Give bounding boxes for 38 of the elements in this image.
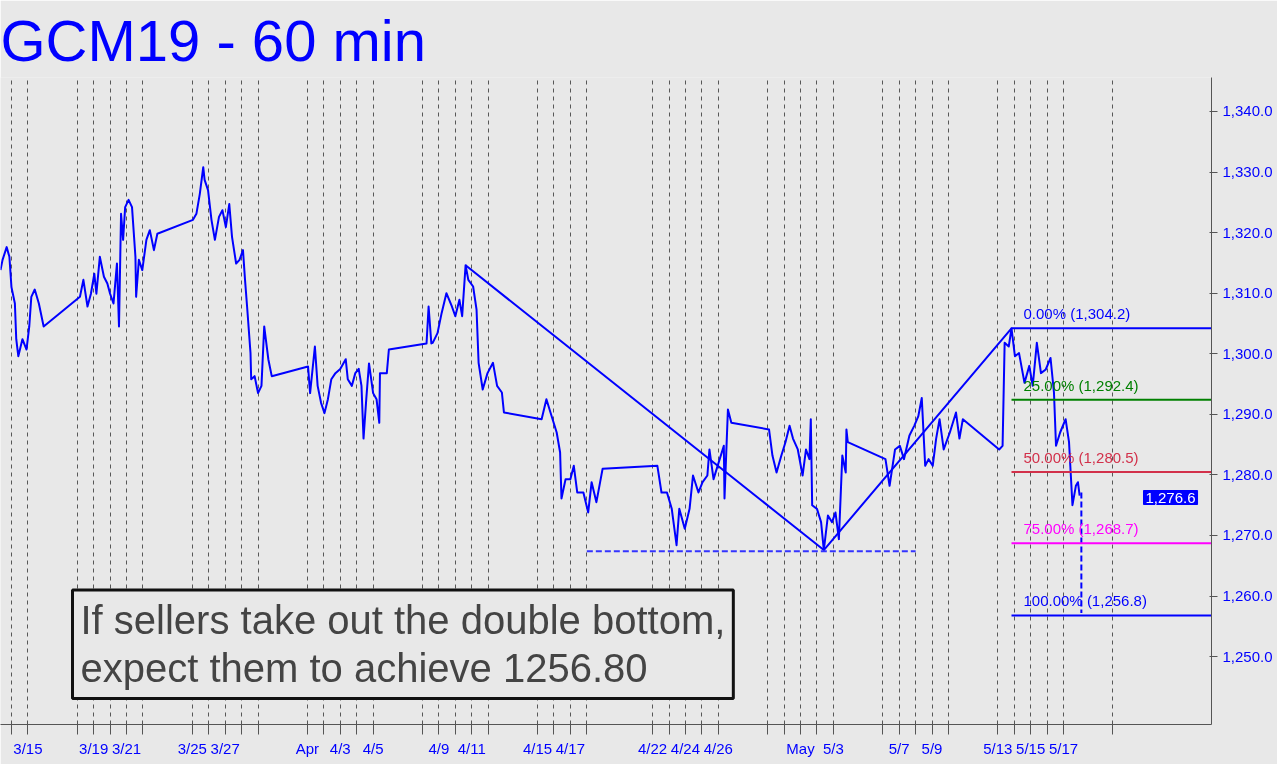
x-tick-label: 4/3 xyxy=(329,739,351,757)
x-tick-label: 4/9 xyxy=(428,739,450,757)
x-tick-label: 5/13 xyxy=(983,739,1013,757)
x-tick-label: 4/26 xyxy=(703,739,733,757)
x-tick-label: 5/15 xyxy=(1016,739,1046,757)
x-tick-label: 5/9 xyxy=(921,739,943,757)
x-tick-label: 3/19 xyxy=(79,739,109,757)
y-tick-label: 1,270.0 xyxy=(1222,526,1273,544)
chart-title: GCM19 - 60 min xyxy=(0,7,426,73)
x-tick-label: 3/27 xyxy=(210,739,240,757)
x-tick-label: 3/25 xyxy=(177,739,207,757)
x-tick-label: 4/17 xyxy=(555,739,585,757)
x-tick-label: 4/15 xyxy=(522,739,553,757)
y-tick-label: 1,300.0 xyxy=(1222,344,1273,362)
x-tick-label: 4/24 xyxy=(670,739,701,757)
x-tick-label: 5/3 xyxy=(822,739,844,757)
annotation: 1,276.6 xyxy=(1145,488,1196,506)
series-label: 75.00% (1,268.7) xyxy=(1023,520,1139,538)
x-tick-label: 3/15 xyxy=(13,739,43,757)
y-tick-label: 1,250.0 xyxy=(1222,647,1273,665)
x-tick-label: 5/17 xyxy=(1048,739,1079,757)
y-tick-label: 1,320.0 xyxy=(1222,223,1273,241)
y-tick-label: 1,290.0 xyxy=(1222,405,1273,423)
y-tick-label: 1,330.0 xyxy=(1222,163,1273,181)
x-tick-label: 4/5 xyxy=(362,739,384,757)
series-label: 100.00% (1,256.8) xyxy=(1023,592,1147,610)
y-tick-label: 1,260.0 xyxy=(1222,587,1273,605)
x-tick-label: May xyxy=(786,739,816,757)
y-tick-label: 1,310.0 xyxy=(1222,284,1273,302)
series-label: 0.00% (1,304.2) xyxy=(1023,305,1131,323)
x-tick-label: 4/22 xyxy=(637,739,668,757)
x-tick-label: 4/11 xyxy=(457,739,486,757)
x-tick-label: Apr xyxy=(295,739,320,757)
y-tick-label: 1,340.0 xyxy=(1222,102,1273,120)
y-tick-label: 1,280.0 xyxy=(1222,465,1273,483)
x-tick-label: 3/21 xyxy=(111,739,142,757)
x-tick-label: 5/7 xyxy=(888,739,910,757)
annotation: If sellers take out the double bottom, expect them to achieve 1256.80 xyxy=(80,598,726,691)
